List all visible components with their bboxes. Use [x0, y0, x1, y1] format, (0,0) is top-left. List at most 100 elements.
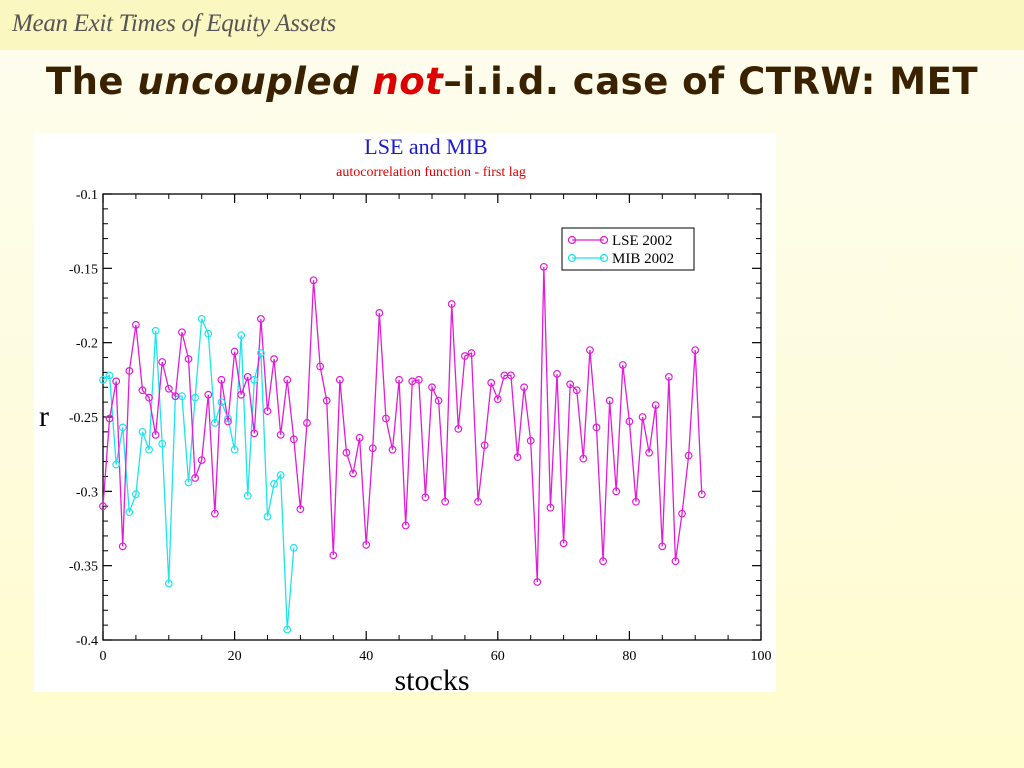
slide-header-bar: Mean Exit Times of Equity Assets: [0, 0, 1024, 50]
data-point-lse: [553, 369, 561, 378]
data-point-lse: [586, 346, 594, 355]
slide-title-emphasis: uncoupled: [137, 60, 360, 103]
data-point-lse: [651, 401, 660, 410]
legend-marker-mib: [567, 253, 577, 263]
data-point-mib: [243, 491, 252, 500]
data-point-lse: [441, 497, 450, 506]
data-point-lse: [697, 490, 706, 499]
data-point-mib: [158, 439, 167, 448]
data-point-lse: [671, 557, 680, 566]
series-points: [99, 262, 706, 634]
data-point-lse: [322, 396, 331, 405]
data-point-lse: [493, 395, 502, 404]
data-point-lse: [217, 375, 226, 384]
y-tick-label: -0.15: [69, 262, 98, 277]
data-point-mib: [145, 445, 153, 454]
x-tick-label: 100: [751, 649, 772, 664]
legend: LSE 2002 MIB 2002: [561, 227, 695, 271]
data-point-lse: [461, 352, 469, 360]
data-point-lse: [599, 557, 607, 566]
data-point-lse: [191, 474, 200, 482]
data-point-lse: [513, 453, 522, 462]
data-point-lse: [520, 383, 529, 392]
presentation-title: Mean Exit Times of Equity Assets: [12, 10, 336, 37]
legend-label-lse: LSE 2002: [612, 233, 672, 249]
data-point-lse: [664, 372, 673, 381]
data-point-lse: [539, 262, 548, 271]
data-point-lse: [158, 358, 167, 366]
x-tick-label: 60: [491, 649, 505, 664]
data-point-lse: [480, 441, 489, 450]
chart-subtitle: autocorrelation function - first lag: [336, 165, 526, 180]
data-point-lse: [263, 407, 272, 415]
data-point-lse: [678, 509, 686, 518]
y-tick-label: -0.3: [76, 485, 98, 500]
data-point-lse: [243, 372, 252, 381]
x-tick-label: 80: [622, 649, 636, 664]
data-point-lse: [579, 454, 588, 463]
data-point-lse: [178, 328, 186, 337]
data-point-lse: [414, 375, 423, 384]
y-tick-label: -0.25: [69, 411, 98, 426]
data-point-lse: [434, 396, 443, 405]
data-point-lse: [355, 433, 364, 442]
data-point-lse: [112, 377, 121, 386]
data-point-lse: [533, 578, 542, 586]
data-point-lse: [559, 539, 568, 548]
data-point-mib: [224, 414, 232, 423]
slide-title: The uncoupled not–i.i.d. case of CTRW: M…: [0, 60, 1024, 103]
data-point-lse: [257, 314, 265, 323]
slide-title-part1: The: [45, 60, 138, 103]
data-point-mib: [276, 471, 285, 479]
data-point-lse: [276, 430, 285, 439]
x-tick-label: 40: [359, 649, 373, 664]
data-point-lse: [99, 502, 107, 511]
data-point-lse: [230, 347, 239, 356]
y-axis-label: r: [39, 400, 49, 433]
x-tick-label: 20: [228, 649, 242, 664]
series-line-mib: [102, 318, 295, 630]
data-point-lse: [224, 417, 232, 426]
y-tick-label: -0.4: [76, 634, 98, 649]
data-point-lse: [184, 355, 193, 363]
data-point-mib: [164, 579, 173, 588]
legend-box: [561, 227, 695, 271]
data-point-mib: [283, 625, 292, 634]
legend-marker-lse-end: [599, 235, 609, 245]
data-point-lse: [131, 320, 140, 329]
data-point-lse: [382, 414, 390, 423]
data-point-lse: [164, 384, 173, 393]
data-point-lse: [329, 551, 338, 560]
data-point-lse: [105, 414, 114, 423]
data-point-lse: [342, 448, 351, 457]
data-point-lse: [250, 429, 259, 438]
data-point-lse: [691, 346, 700, 355]
data-point-lse: [612, 487, 621, 496]
data-point-lse: [625, 417, 634, 426]
data-point-lse: [210, 509, 219, 518]
data-point-lse: [507, 371, 515, 380]
data-point-mib: [138, 427, 147, 436]
data-point-lse: [605, 396, 614, 405]
data-point-lse: [309, 276, 318, 285]
data-point-lse: [572, 386, 581, 395]
data-point-lse: [270, 355, 278, 363]
data-point-lse: [204, 390, 213, 399]
legend-label-mib: MIB 2002: [612, 251, 674, 267]
data-point-lse: [454, 424, 463, 433]
data-point-lse: [237, 390, 246, 399]
data-point-lse: [467, 349, 476, 357]
data-point-lse: [526, 436, 535, 445]
data-point-lse: [349, 469, 357, 478]
data-point-mib: [250, 375, 259, 384]
chart-svg: LSE and MIB autocorrelation function - f…: [39, 134, 772, 697]
data-point-lse: [658, 542, 667, 551]
data-point-mib: [197, 314, 206, 323]
data-point-lse: [618, 361, 627, 369]
data-point-lse: [428, 383, 436, 392]
data-point-lse: [145, 393, 153, 402]
data-point-mib: [131, 490, 140, 499]
data-point-lse: [546, 503, 555, 512]
axis-ticks: 0 20 40 60 80 100 -0.4 -0.35 -0.3 -0.25 -0.2 -0.15 -…: [69, 188, 772, 664]
data-point-lse: [171, 392, 180, 401]
